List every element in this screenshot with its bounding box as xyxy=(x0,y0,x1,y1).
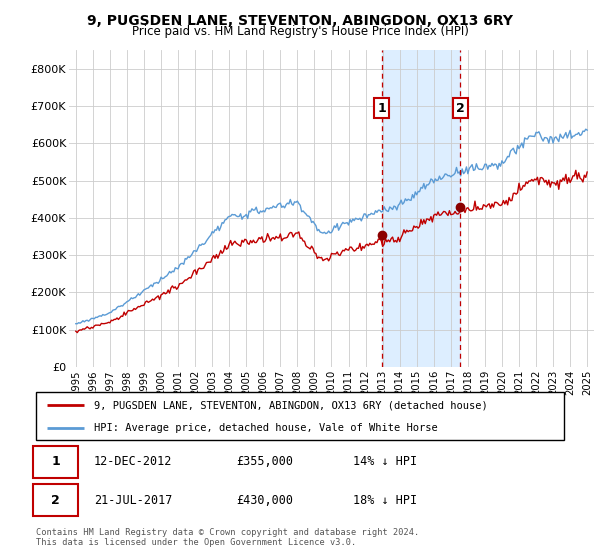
Text: 21-JUL-2017: 21-JUL-2017 xyxy=(94,493,172,507)
Text: 12-DEC-2012: 12-DEC-2012 xyxy=(94,455,172,468)
Text: HPI: Average price, detached house, Vale of White Horse: HPI: Average price, detached house, Vale… xyxy=(94,423,438,433)
FancyBboxPatch shape xyxy=(34,446,78,478)
Text: 2: 2 xyxy=(52,493,60,507)
Text: 1: 1 xyxy=(377,101,386,115)
Text: £355,000: £355,000 xyxy=(236,455,293,468)
Text: 1: 1 xyxy=(52,455,60,468)
Text: 14% ↓ HPI: 14% ↓ HPI xyxy=(353,455,417,468)
Text: £430,000: £430,000 xyxy=(236,493,293,507)
Bar xyxy=(382,50,460,367)
Text: Contains HM Land Registry data © Crown copyright and database right 2024.
This d: Contains HM Land Registry data © Crown c… xyxy=(36,528,419,547)
Text: 9, PUGSDEN LANE, STEVENTON, ABINGDON, OX13 6RY: 9, PUGSDEN LANE, STEVENTON, ABINGDON, OX… xyxy=(87,14,513,28)
Text: 9, PUGSDEN LANE, STEVENTON, ABINGDON, OX13 6RY (detached house): 9, PUGSDEN LANE, STEVENTON, ABINGDON, OX… xyxy=(94,400,488,410)
Text: Price paid vs. HM Land Registry's House Price Index (HPI): Price paid vs. HM Land Registry's House … xyxy=(131,25,469,38)
Text: 2: 2 xyxy=(455,101,464,115)
FancyBboxPatch shape xyxy=(36,392,564,440)
Text: 18% ↓ HPI: 18% ↓ HPI xyxy=(353,493,417,507)
FancyBboxPatch shape xyxy=(34,484,78,516)
